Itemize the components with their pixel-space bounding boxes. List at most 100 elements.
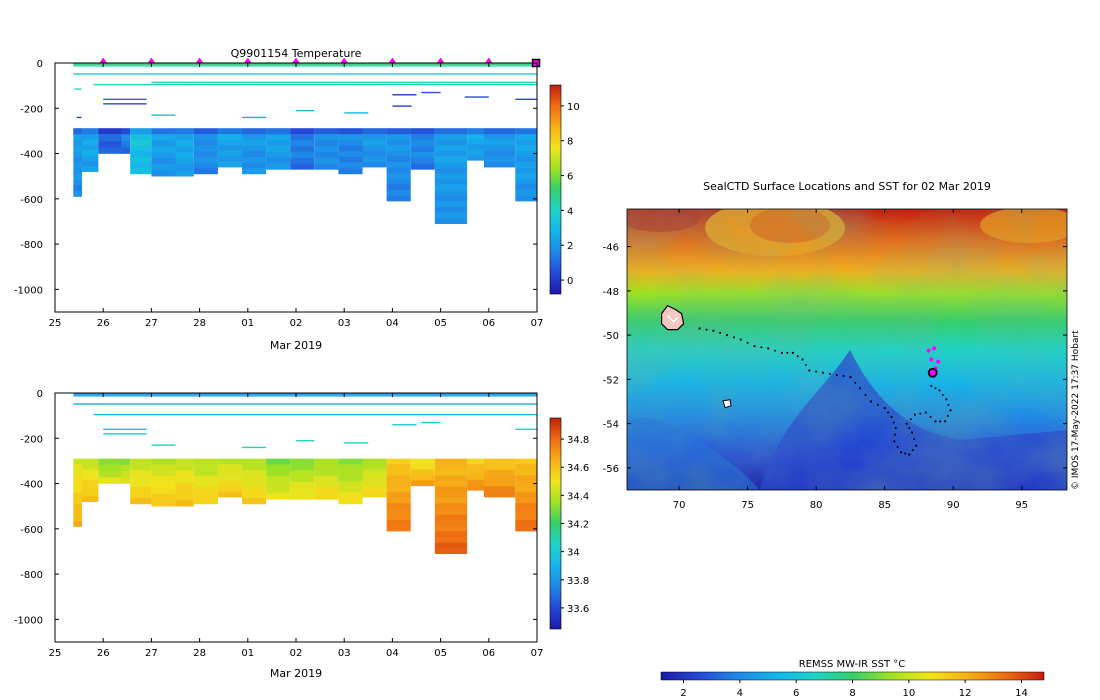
profile-cell [290,140,315,147]
salinity-x-label: Mar 2019 [270,667,322,680]
profile-cell [175,482,194,489]
profile-cell [193,492,218,499]
profile-cell [314,470,339,477]
profile-cell [242,475,267,482]
surface-marker [388,57,397,64]
current-location [927,367,938,378]
profile-cell [266,157,291,164]
profile-cell [81,134,99,140]
island-kerguelen [661,304,685,331]
profile-cell [266,134,291,141]
near-surface-line [103,433,147,435]
profile-cell [314,464,339,471]
map-title: SealCTD Surface Locations and SST for 02… [703,180,991,193]
profile-cell [434,525,468,532]
sst-colorbar-label: REMSS MW-IR SST °C [799,659,906,670]
profile-cell [73,458,82,465]
near-surface-line [392,105,412,107]
profile-cell [290,151,315,159]
profile-cell [217,150,243,157]
sst-texture [627,209,1067,490]
profile-cell [386,145,411,152]
profile-cell [266,493,291,500]
profile-cell [151,494,176,501]
profile-cell [314,140,339,147]
temperature-profiles [73,63,537,225]
x-tick-label: 27 [145,318,158,329]
profile-cell [290,163,315,170]
profile-cell [151,464,176,471]
near-surface-line [344,112,369,114]
island-kerguelen-detail [667,315,679,323]
lat-tick-label: -52 [603,375,619,386]
profile-cell [98,458,122,466]
profile-cell [151,470,176,477]
profile-cell [73,168,82,175]
y-tick-label: -200 [20,104,43,115]
profile-cell [338,151,363,158]
profile-cell [386,519,411,526]
profile-cell [242,151,267,158]
track-point [934,387,937,390]
profile-cell [73,469,82,476]
profile-cell [515,178,537,185]
recent-location [932,346,937,351]
profile-cell [73,486,82,493]
salinity-x-ticks: 25 26 27 28 01 02 03 04 05 06 07 [49,393,543,659]
track-point [904,452,907,455]
profile-cell [217,486,243,492]
profile-cell [73,475,82,482]
recent-location [929,357,934,362]
profile-cell [434,503,468,510]
sst-colorbar-tick-label: 4 [737,688,743,699]
profile-cell [217,480,243,487]
profile-cell [434,508,468,515]
profile-cell [73,179,82,186]
profile-cell [81,166,99,172]
near-surface-line [344,442,369,444]
lat-tick-label: -50 [603,331,619,342]
lat-tick-label: -46 [603,243,619,254]
sst-field [627,209,1067,490]
track-point [774,349,777,352]
profile-top-cell [121,128,131,135]
profile-cell [121,471,131,478]
track-point [719,331,722,334]
profile-cell [130,475,152,482]
map-lon-ticks: 70 75 80 85 90 95 [673,209,1028,511]
profile-cell [175,152,194,159]
profile-cell [130,162,152,169]
profile-cell [98,477,122,484]
profile-cell [386,458,411,465]
profile-cell [386,134,411,141]
track-point [911,431,914,434]
near-surface-line [73,65,537,67]
profile-cell [193,469,218,476]
profile-cell [483,480,516,487]
profile-cell [73,515,82,522]
profile-cell [98,471,122,478]
track-point [946,414,949,417]
x-tick-label: 28 [193,648,206,659]
near-surface-line [73,393,537,395]
near-surface-line [73,395,537,397]
x-tick-label: 01 [241,648,254,659]
profile-cell [434,145,468,152]
sst-map-panel: SealCTD Surface Locations and SST for 02… [603,180,1068,699]
track-point [698,327,701,330]
y-tick-label: -600 [20,195,43,206]
imos-credit: © IMOS 17-May-2022 17:37 Hobart [1071,330,1081,490]
profile-top-cell [467,128,484,135]
salinity-y-ticks: 0 -200 -400 -600 -800 -1000 [14,389,537,626]
profile-cell [151,164,176,171]
profile-cell [434,151,468,157]
near-surface-line [93,83,537,86]
profile-cell [434,218,468,225]
profile-cell [73,464,82,471]
x-tick-label: 07 [531,318,544,329]
profile-cell [193,145,218,152]
profile-cell [483,145,516,151]
temperature-colorbar-ticks: 0 2 4 6 8 10 [561,102,580,287]
profile-cell [434,531,468,538]
profile-cell [386,184,411,191]
